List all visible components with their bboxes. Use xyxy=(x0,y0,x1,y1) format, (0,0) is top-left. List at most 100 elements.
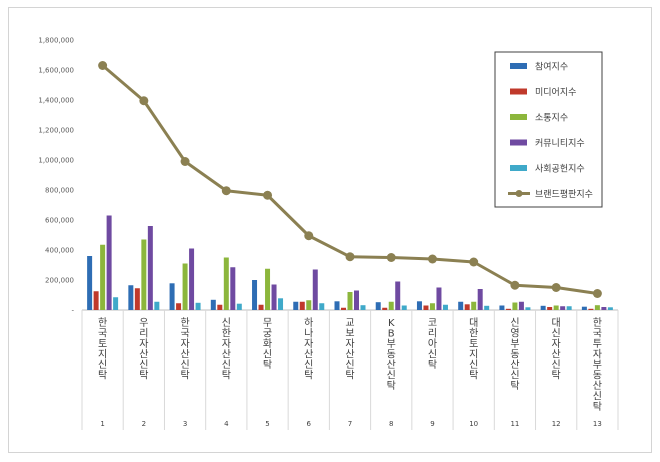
bar xyxy=(401,305,407,310)
bar xyxy=(347,292,353,310)
category-label-char: 신 xyxy=(387,370,396,382)
bar xyxy=(169,283,175,310)
category-label-char: 자 xyxy=(593,349,602,361)
bar xyxy=(210,299,216,310)
category-label-char: 신 xyxy=(510,370,519,382)
rank-label: 9 xyxy=(430,420,434,428)
category-label-char: 신 xyxy=(180,359,189,371)
category-label-char: 국 xyxy=(593,328,602,340)
bar xyxy=(147,226,153,310)
bar xyxy=(252,280,258,310)
bar xyxy=(505,308,511,310)
category-label-char: 산 xyxy=(387,359,396,371)
line-point xyxy=(221,186,231,196)
bar xyxy=(395,281,401,310)
category-label-char: 산 xyxy=(510,359,519,371)
bar xyxy=(195,302,201,310)
category-label-char: 대 xyxy=(469,317,478,329)
category-label-char: B xyxy=(388,329,395,340)
bar xyxy=(566,306,572,310)
bar xyxy=(334,301,340,310)
rank-label: 6 xyxy=(307,420,312,428)
bar xyxy=(416,301,422,310)
category-label-char: 대 xyxy=(552,317,561,329)
bar xyxy=(484,305,490,310)
bar xyxy=(319,303,325,310)
category-label-char: 신 xyxy=(552,359,561,371)
category-label-char: 자 xyxy=(180,338,189,350)
category-label-char: 탁 xyxy=(180,370,189,382)
bar xyxy=(223,257,229,310)
category-label-char: 부 xyxy=(387,339,396,350)
category-label-char: 투 xyxy=(593,338,602,350)
bar xyxy=(588,308,594,310)
bar xyxy=(607,307,613,310)
category-label-char: 우 xyxy=(139,317,148,329)
category-label-char: 산 xyxy=(139,349,148,361)
bar xyxy=(128,285,134,310)
line-point xyxy=(139,96,149,106)
category-label-char: 신 xyxy=(510,317,519,329)
category-label-char: 신 xyxy=(345,359,354,371)
bar xyxy=(236,303,242,310)
y-tick-label: - xyxy=(71,307,74,315)
bar xyxy=(299,301,305,310)
line-point xyxy=(386,253,396,262)
y-axis: - 200,000 400,000 600,000 800,000 1,000,000 1,… xyxy=(38,37,74,315)
category-label-char: 국 xyxy=(180,328,189,340)
bar xyxy=(581,306,587,310)
bar xyxy=(382,307,388,310)
legend-swatch-marker xyxy=(515,190,523,197)
category-label-char: 탁 xyxy=(428,359,437,371)
category-label-char: 탁 xyxy=(139,370,148,382)
category-label-char: 나 xyxy=(304,328,313,340)
bar xyxy=(93,291,99,310)
y-tick-label: 800,000 xyxy=(45,187,74,195)
bar xyxy=(230,267,236,310)
category-label-char: 자 xyxy=(222,338,231,350)
bar xyxy=(87,256,93,310)
bar xyxy=(278,298,284,310)
category-label-char: 자 xyxy=(139,338,148,350)
legend-label: 소통지수 xyxy=(535,113,568,124)
category-label-char: 탁 xyxy=(222,370,231,382)
category-label-char: 신 xyxy=(593,391,602,403)
category-label-char: 동 xyxy=(387,349,396,361)
category-label-char: 산 xyxy=(345,349,354,361)
category-label-char: 신 xyxy=(139,359,148,371)
category-label-char: 탁 xyxy=(552,370,561,382)
category-label-char: 동 xyxy=(510,349,519,361)
line-point xyxy=(551,283,561,292)
line-point xyxy=(469,257,479,267)
bar xyxy=(471,301,477,310)
bar xyxy=(477,289,483,310)
category-label-char: 교 xyxy=(345,318,354,329)
category-label-char: 토 xyxy=(469,339,478,350)
line-point xyxy=(263,190,273,200)
category-label-char: 국 xyxy=(98,328,107,340)
bar xyxy=(525,307,531,310)
chart-frame xyxy=(8,7,652,453)
rank-label: 5 xyxy=(265,420,269,428)
category-label-char: 하 xyxy=(304,316,313,329)
bar xyxy=(442,304,448,310)
category-label-char: 지 xyxy=(98,349,107,361)
bar xyxy=(154,301,160,310)
y-tick-label: 200,000 xyxy=(45,277,74,285)
bar xyxy=(436,287,442,310)
bar xyxy=(113,297,119,310)
line-point xyxy=(592,289,602,298)
category-label-char: 한 xyxy=(180,317,189,329)
rank-label: 10 xyxy=(469,420,478,428)
category-label-char: 동 xyxy=(593,370,602,382)
bar xyxy=(458,301,464,310)
legend-label: 참여지수 xyxy=(535,61,568,73)
rank-label: 7 xyxy=(348,420,352,428)
category-labels: 한국토지신탁1우리자산신탁2한국자산신탁3신한자산신탁4무궁화신탁5하나자산신탁… xyxy=(98,316,602,428)
y-tick-label: 1,800,000 xyxy=(38,37,74,45)
